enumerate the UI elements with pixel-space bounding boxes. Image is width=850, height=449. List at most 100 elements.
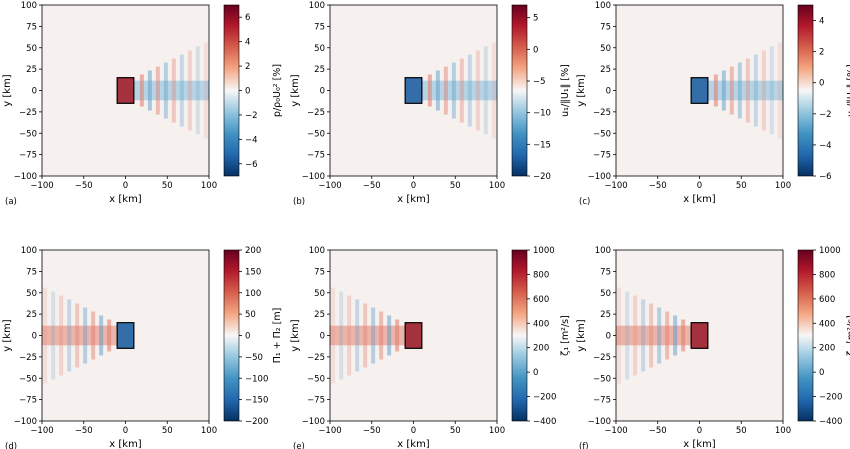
y-tick-label: 25 bbox=[26, 65, 37, 75]
colorbar-tick-label: 200 bbox=[533, 344, 549, 354]
wave-stripe bbox=[99, 315, 104, 356]
y-tick-label: 25 bbox=[314, 310, 325, 320]
x-tick-label: −50 bbox=[649, 426, 667, 436]
x-tick-label: 0 bbox=[697, 426, 702, 436]
y-tick-label: 75 bbox=[26, 267, 37, 277]
wave-stripe bbox=[443, 66, 448, 115]
y-tick-label: 100 bbox=[595, 246, 611, 256]
y-tick-label: −75 bbox=[593, 151, 611, 161]
x-axis-label: x [km] bbox=[397, 194, 430, 205]
wave-stripe bbox=[673, 315, 678, 356]
y-tick-label: −75 bbox=[19, 396, 37, 406]
y-tick-label: 100 bbox=[309, 1, 325, 11]
colorbar-tick-label: 0 bbox=[819, 79, 824, 89]
panel-f: −100 −50 0 50 100 100 75 50 25 0 −25 −50 −75 −100 x [k… bbox=[576, 246, 850, 449]
x-tick-label: −100 bbox=[30, 426, 53, 436]
y-tick-label: 75 bbox=[314, 22, 325, 32]
x-tick-label: −50 bbox=[363, 181, 381, 191]
y-tick-label: −25 bbox=[307, 108, 325, 118]
wave-stripe bbox=[347, 295, 352, 376]
wave-stripe bbox=[355, 299, 360, 372]
colorbar-tick-label: −50 bbox=[245, 353, 263, 363]
wave-stripe bbox=[203, 42, 208, 139]
wave-stripe bbox=[491, 42, 496, 139]
colorbar-tick-label: −2 bbox=[819, 110, 832, 120]
wave-stripe bbox=[427, 74, 432, 107]
colorbar-tick-label: −400 bbox=[533, 417, 556, 427]
y-tick-label: 75 bbox=[600, 267, 611, 277]
colorbar-tick-label: 400 bbox=[819, 319, 835, 329]
y-tick-label: −100 bbox=[14, 172, 37, 182]
colorbar-tick-label: 2 bbox=[819, 48, 824, 58]
x-tick-label: 0 bbox=[411, 426, 416, 436]
wave-stripe bbox=[363, 303, 368, 368]
wave-stripe bbox=[475, 50, 480, 131]
wave-stripe bbox=[187, 50, 192, 131]
y-axis-label: y [km] bbox=[2, 319, 13, 352]
y-tick-label: 0 bbox=[32, 332, 37, 342]
x-tick-label: 0 bbox=[123, 181, 128, 191]
panel-e: −100 −50 0 50 100 100 75 50 25 0 −25 −50 −75 −100 x [k… bbox=[290, 246, 571, 449]
wave-stripe bbox=[435, 70, 440, 111]
panel-a: −100 −50 0 50 100 100 75 50 25 0 −25 −50 −75 −100 x [k… bbox=[2, 1, 283, 207]
x-tick-label: 100 bbox=[489, 181, 505, 191]
panel-label: (b) bbox=[293, 197, 305, 207]
panel-label: (c) bbox=[579, 197, 590, 207]
obstacle-field bbox=[117, 322, 134, 349]
colorbar-tick-label: −200 bbox=[819, 393, 842, 403]
panel-d: −100 −50 0 50 100 100 75 50 25 0 −25 −50 −75 −100 x [k… bbox=[2, 246, 283, 449]
wave-stripe bbox=[753, 54, 758, 127]
y-tick-label: −50 bbox=[593, 374, 611, 384]
x-axis-label: x [km] bbox=[683, 439, 716, 449]
x-tick-label: 50 bbox=[736, 181, 747, 191]
wave-stripe bbox=[617, 287, 622, 384]
wave-stripe bbox=[737, 62, 742, 119]
colorbar-tick-label: 6 bbox=[245, 13, 250, 23]
colorbar-tick-label: 50 bbox=[245, 310, 256, 320]
colorbar-tick-label: 800 bbox=[533, 270, 549, 280]
wave-stripe bbox=[459, 58, 464, 123]
colorbar-tick-label: 0 bbox=[819, 368, 824, 378]
colorbar bbox=[511, 249, 528, 422]
wake-band bbox=[42, 325, 118, 346]
x-tick-label: 0 bbox=[123, 426, 128, 436]
x-tick-label: 0 bbox=[697, 181, 702, 191]
y-tick-label: −50 bbox=[307, 129, 325, 139]
colorbar-tick-label: 150 bbox=[245, 267, 261, 277]
wave-stripe bbox=[777, 42, 782, 139]
wave-stripe bbox=[43, 287, 48, 384]
y-tick-label: 25 bbox=[26, 310, 37, 320]
wave-stripe bbox=[387, 315, 392, 356]
y-tick-label: 50 bbox=[314, 289, 325, 299]
y-tick-label: 100 bbox=[21, 1, 37, 11]
obstacle-field bbox=[117, 77, 134, 104]
colorbar bbox=[797, 249, 814, 422]
wake-band bbox=[707, 80, 783, 101]
wave-stripe bbox=[147, 70, 152, 111]
obstacle-field bbox=[691, 322, 708, 349]
x-tick-label: 0 bbox=[411, 181, 416, 191]
wave-stripe bbox=[769, 46, 774, 135]
wave-stripe bbox=[625, 291, 630, 380]
y-axis-label: y [km] bbox=[576, 319, 587, 352]
wave-stripe bbox=[163, 62, 168, 119]
colorbar bbox=[223, 249, 240, 422]
wave-stripe bbox=[75, 303, 80, 368]
wave-stripe bbox=[713, 74, 718, 107]
y-tick-label: 25 bbox=[314, 65, 325, 75]
y-tick-label: 50 bbox=[600, 289, 611, 299]
colorbar-tick-label: 1000 bbox=[819, 246, 841, 256]
y-tick-label: 0 bbox=[320, 332, 325, 342]
colorbar bbox=[797, 4, 814, 177]
panel-c: −100 −50 0 50 100 100 75 50 25 0 −25 −50 −75 −100 x [k… bbox=[576, 1, 850, 207]
y-tick-label: 100 bbox=[21, 246, 37, 256]
obstacle-field bbox=[405, 77, 422, 104]
colorbar-tick-label: 0 bbox=[245, 332, 250, 342]
y-tick-label: −100 bbox=[302, 417, 325, 427]
obstacle-box bbox=[116, 77, 135, 104]
y-tick-label: −100 bbox=[588, 172, 611, 182]
colorbar-tick-label: 0 bbox=[245, 87, 250, 97]
x-tick-label: 50 bbox=[450, 181, 461, 191]
colorbar-tick-label: −20 bbox=[533, 172, 551, 182]
